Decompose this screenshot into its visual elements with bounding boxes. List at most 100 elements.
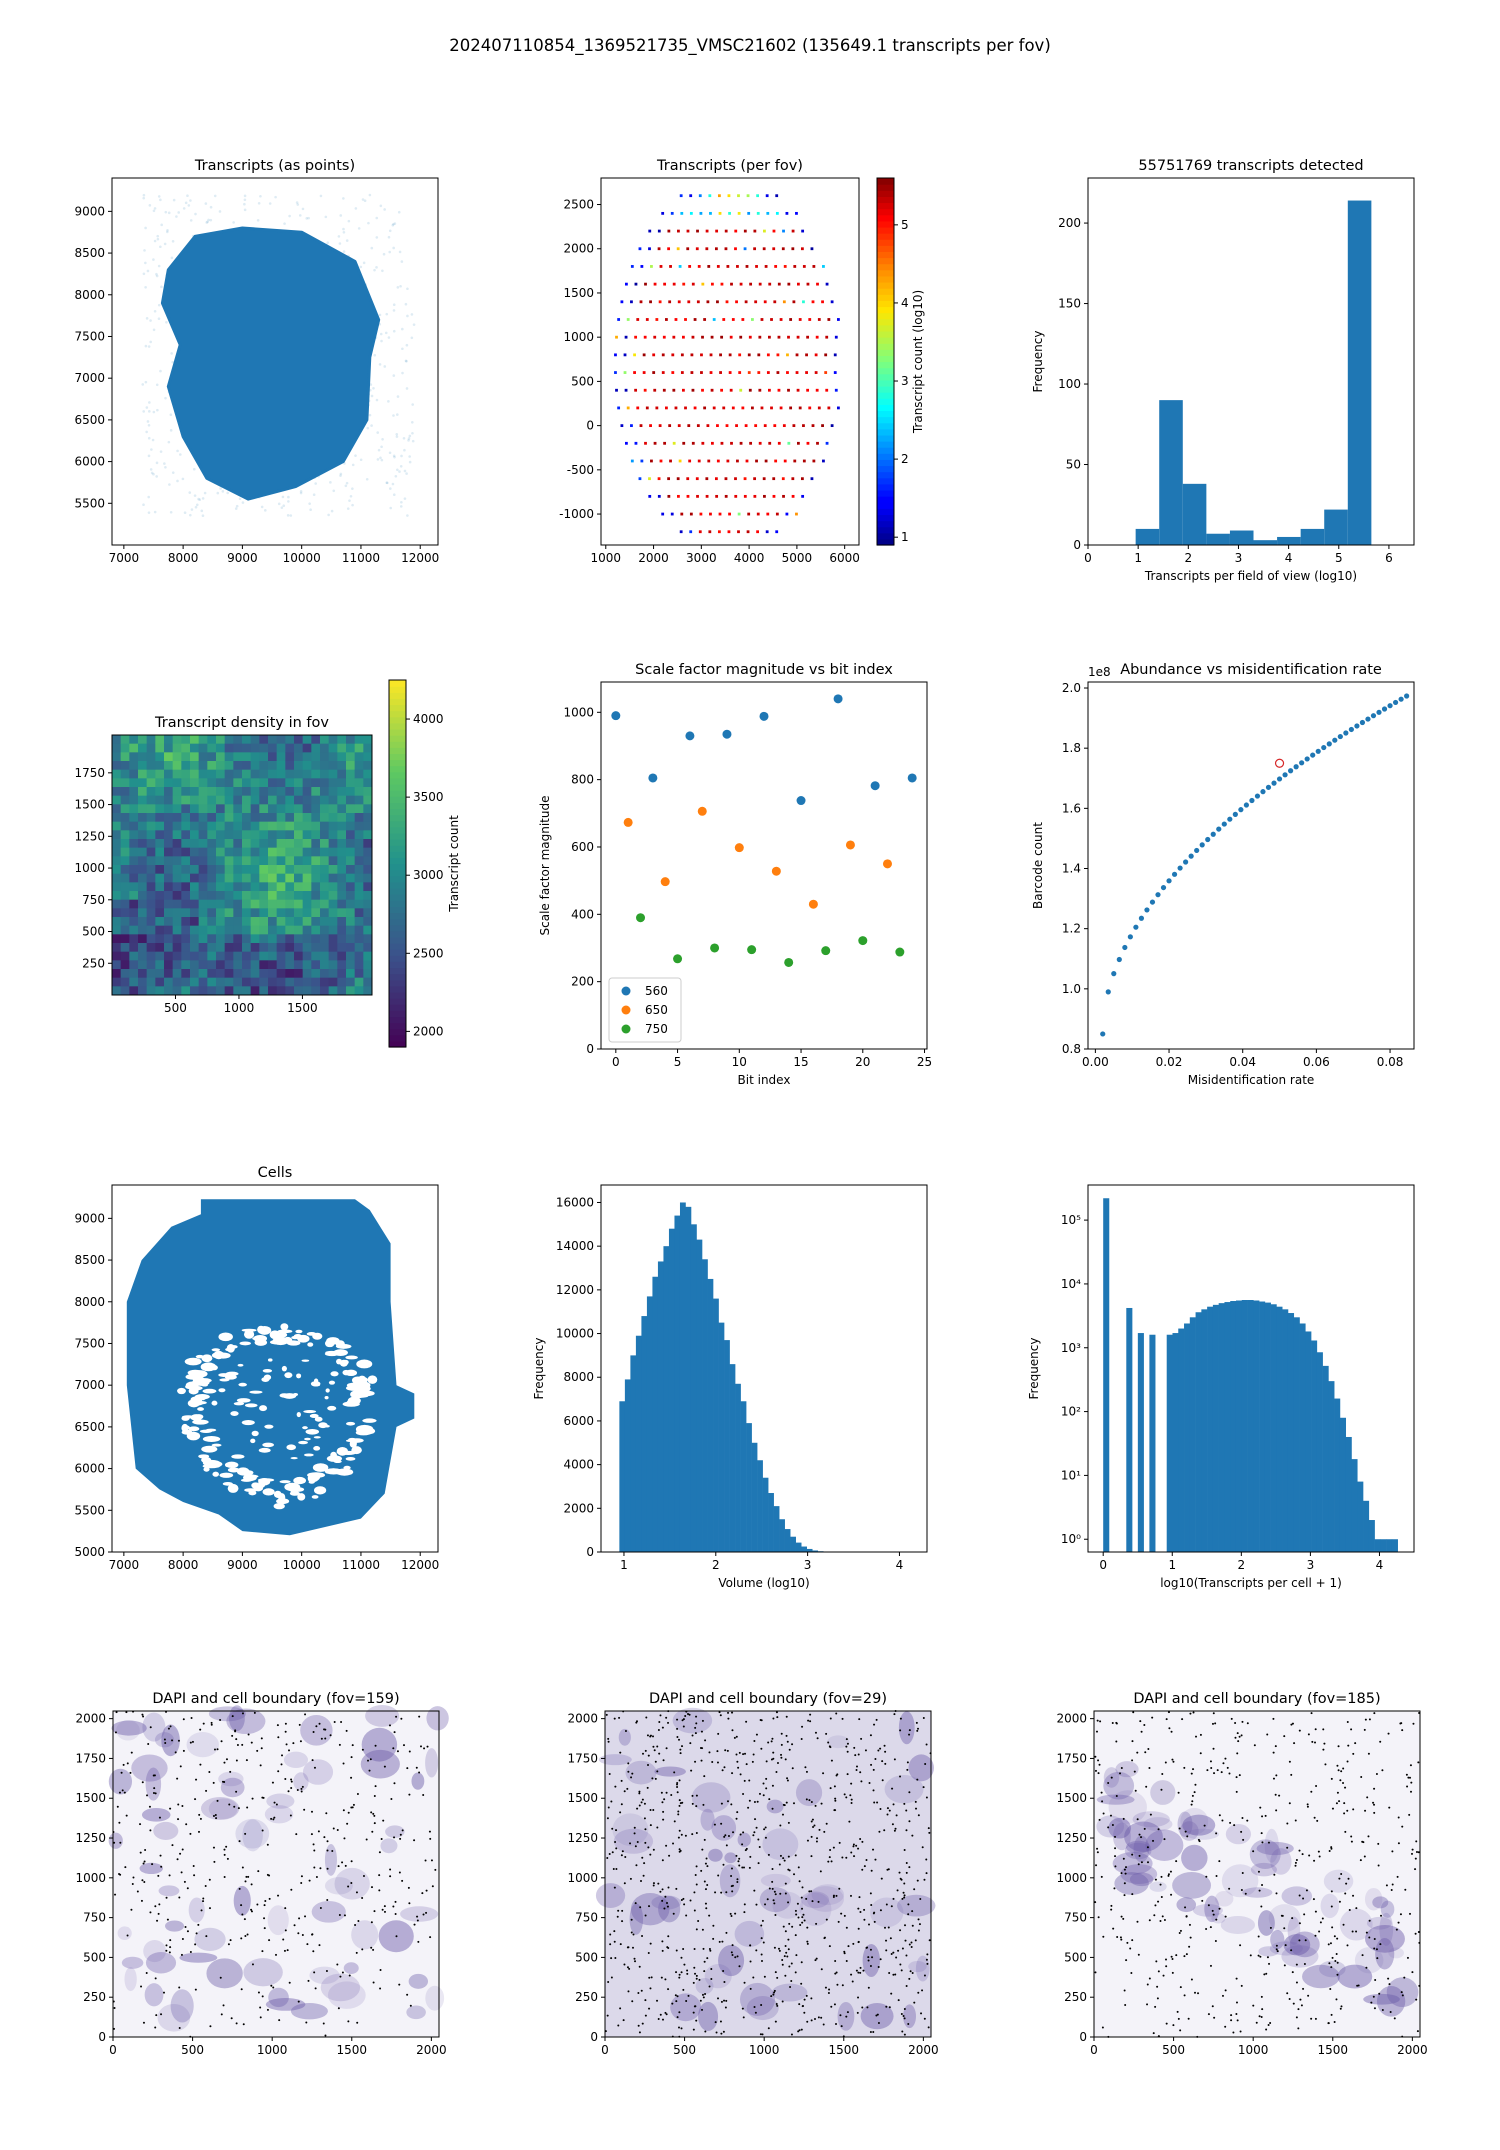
fov-point <box>665 406 668 410</box>
boundary-dot <box>1260 1832 1263 1835</box>
boundary-dot <box>1157 1828 1160 1831</box>
gap <box>286 1444 296 1451</box>
heatmap-cell <box>285 986 295 996</box>
heatmap-cell <box>242 899 252 909</box>
heatmap-cell <box>224 865 234 875</box>
heatmap-cell <box>120 934 130 944</box>
boundary-dot <box>748 1799 751 1802</box>
heatmap-cell <box>224 943 234 953</box>
heatmap-cell <box>294 735 304 745</box>
fov-point <box>679 530 683 534</box>
boundary-dot <box>638 1790 641 1793</box>
boundary-dot <box>373 1910 376 1913</box>
fov-point <box>645 406 649 410</box>
boundary-dot <box>393 1782 396 1785</box>
gap <box>237 1363 244 1367</box>
y-tick-label: 0 <box>1073 538 1081 552</box>
fov-points <box>614 194 840 534</box>
fov-point <box>653 441 657 445</box>
heatmap-cell <box>233 865 243 875</box>
boundary-dot <box>756 1800 759 1803</box>
heatmap-cell <box>112 873 122 883</box>
heatmap-cell <box>285 891 295 901</box>
fov-point <box>677 229 680 233</box>
boundary-dot <box>813 1824 816 1827</box>
boundary-dot <box>326 1899 329 1902</box>
heatmap-cell <box>346 735 356 745</box>
heatmap-cell <box>181 830 191 840</box>
transcript-point <box>332 489 336 493</box>
gap <box>201 1445 218 1453</box>
boundary-dot <box>886 1807 889 1810</box>
y-tick-label: 0 <box>1079 2030 1087 2044</box>
heatmap-cell <box>216 873 226 883</box>
gap <box>309 1413 319 1418</box>
fov-point <box>630 424 633 428</box>
boundary-dot <box>797 2030 800 2033</box>
boundary-dot <box>143 1860 146 1863</box>
x-tick-label: 0.04 <box>1229 1055 1256 1069</box>
fov-point <box>757 371 761 374</box>
fov-point <box>824 371 828 374</box>
boundary-dot <box>1221 1994 1224 1997</box>
boundary-dot <box>1161 1772 1164 1775</box>
heatmap-cell <box>337 804 347 814</box>
transcript-point <box>370 424 373 427</box>
boundary-dot <box>1342 1767 1345 1770</box>
histogram-bar <box>1351 1459 1358 1552</box>
boundary-dot <box>1342 1781 1345 1784</box>
fov-point <box>786 353 789 357</box>
heatmap-cell <box>242 882 252 892</box>
boundary-dot <box>908 1977 911 1980</box>
boundary-dot <box>908 1943 911 1946</box>
boundary-dot <box>395 1935 398 1938</box>
y-tick-label: 0 <box>586 1042 594 1056</box>
abundance-points <box>1100 693 1410 1037</box>
heatmap-cell <box>129 813 139 823</box>
heatmap-cell <box>233 951 243 961</box>
boundary-dot <box>663 1907 666 1910</box>
transcript-point <box>395 432 399 436</box>
boundary-dot <box>843 1950 846 1953</box>
boundary-dot <box>709 1949 712 1952</box>
boundary-dot <box>760 1747 763 1750</box>
boundary-dot <box>256 1749 259 1752</box>
boundary-dot <box>780 1756 783 1759</box>
colorbar-segment <box>877 453 894 460</box>
fov-point <box>728 371 732 374</box>
heatmap-cell <box>250 925 260 935</box>
heatmap-cell <box>164 934 174 944</box>
heatmap-cell <box>320 761 330 771</box>
transcript-point <box>198 498 202 502</box>
histogram-bars <box>1135 200 1372 545</box>
heatmap-cell <box>328 908 338 918</box>
heatmap-cell <box>207 778 217 788</box>
fov-point <box>812 265 816 268</box>
boundary-dot <box>1275 1948 1278 1951</box>
y-tick-label: 2000 <box>563 1501 594 1515</box>
heatmap-cell <box>138 830 148 840</box>
transcript-point <box>218 210 222 213</box>
x-tick-label: 500 <box>181 2043 204 2057</box>
boundary-dot <box>1307 1733 1310 1736</box>
boundary-dot <box>292 1742 295 1745</box>
fov-point <box>726 459 730 463</box>
abundance-point <box>1398 696 1404 702</box>
boundary-dot <box>798 1880 801 1883</box>
heatmap-cell <box>268 761 278 771</box>
fov-point <box>830 424 834 428</box>
boundary-dot <box>765 1787 768 1790</box>
boundary-dot <box>722 1969 725 1972</box>
transcript-point <box>342 231 346 234</box>
heatmap-cell <box>259 969 269 979</box>
boundary-dot <box>870 1904 873 1907</box>
boundary-dot <box>199 1817 202 1820</box>
heatmap-cell <box>164 787 174 797</box>
boundary-dot <box>820 1802 823 1805</box>
boundary-dot <box>678 2011 681 2014</box>
transcript-point <box>283 222 286 225</box>
boundary-dot <box>169 1946 172 1949</box>
boundary-dot <box>212 1781 215 1784</box>
fov-point <box>749 282 753 286</box>
boundary-dot <box>1211 1909 1214 1912</box>
